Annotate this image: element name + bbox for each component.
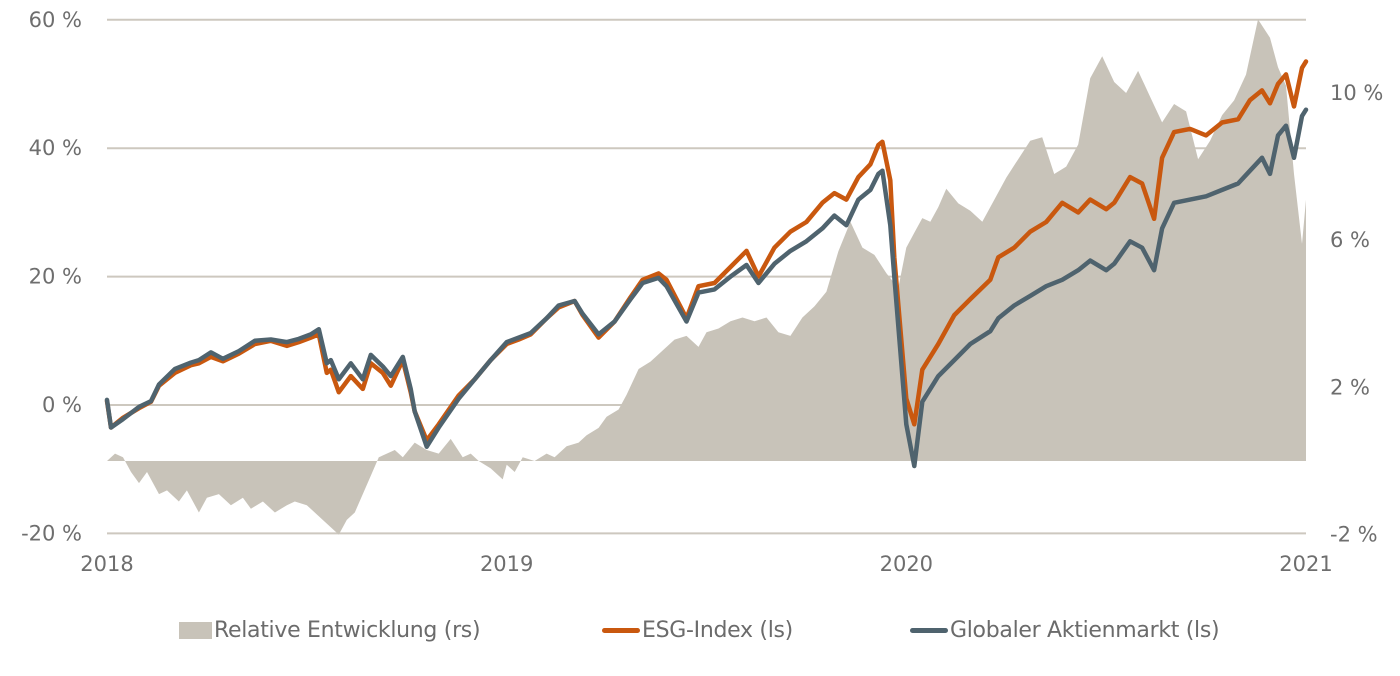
x-tick-label: 2021 <box>1279 552 1332 576</box>
esg-index-line <box>104 59 1309 443</box>
relative-area-layer <box>107 19 1306 535</box>
right-axis-ticks: 10 % 6 % 2 % -2 % <box>1330 81 1383 547</box>
global-market-line <box>104 107 1309 469</box>
legend-swatch-relative <box>179 622 212 639</box>
left-tick-label: 60 % <box>29 8 82 32</box>
legend-label-relative: Relative Entwicklung (rs) <box>214 618 481 643</box>
legend-swatch-global <box>910 628 948 633</box>
right-tick-label: 10 % <box>1330 81 1383 105</box>
left-tick-label: 40 % <box>29 136 82 160</box>
right-tick-label: 6 % <box>1330 228 1370 252</box>
legend-label-global: Globaler Aktienmarkt (ls) <box>950 618 1220 643</box>
x-axis-ticks: 2018 2019 2020 2021 <box>80 552 1332 576</box>
x-tick-label: 2020 <box>880 552 933 576</box>
x-tick-label: 2019 <box>480 552 533 576</box>
legend-item-global[interactable]: Globaler Aktienmarkt (ls) <box>910 618 1220 643</box>
right-tick-label: 2 % <box>1330 375 1370 399</box>
right-tick-label: -2 % <box>1330 523 1378 547</box>
x-tick-label: 2018 <box>80 552 133 576</box>
legend-swatch-esg <box>602 628 640 633</box>
legend-label-esg: ESG-Index (ls) <box>642 618 793 643</box>
left-axis-ticks: 60 % 40 % 20 % 0 % -20 % <box>21 8 82 546</box>
series-lines-layer <box>104 59 1309 469</box>
left-tick-label: -20 % <box>21 521 82 545</box>
legend: Relative Entwicklung (rs) ESG-Index (ls)… <box>0 618 1400 652</box>
legend-item-esg[interactable]: ESG-Index (ls) <box>602 618 793 643</box>
chart: 60 % 40 % 20 % 0 % -20 % 10 % 6 % 2 % -2 % 2018… <box>21 8 1383 576</box>
relative-area <box>107 19 1306 535</box>
left-tick-label: 20 % <box>29 265 82 289</box>
legend-item-relative[interactable]: Relative Entwicklung (rs) <box>179 618 481 643</box>
left-tick-label: 0 % <box>42 393 82 417</box>
